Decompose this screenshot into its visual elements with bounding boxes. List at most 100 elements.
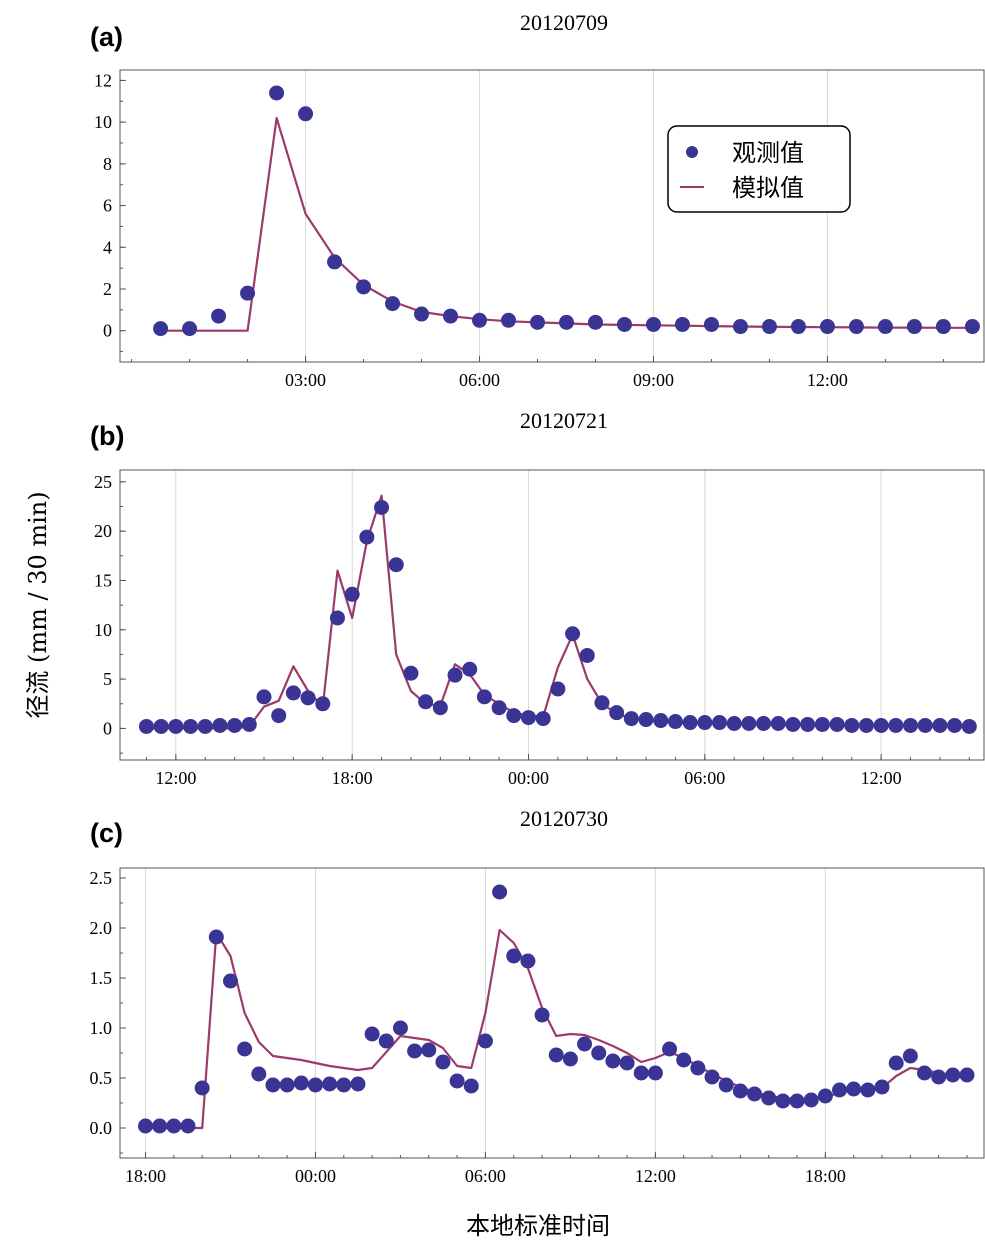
legend-observed-marker [686,146,698,158]
observed-point [817,1088,833,1104]
legend-simulated-label: 模拟值 [732,174,804,202]
observed-point [690,1060,706,1076]
y-tick-label: 4 [103,237,112,257]
x-tick-label: 12:00 [155,768,196,788]
observed-point [732,319,748,335]
observed-point [676,1052,692,1068]
observed-point [344,586,360,602]
observed-point [315,696,331,712]
x-tick-label: 00:00 [508,768,549,788]
y-tick-label: 6 [103,196,112,216]
y-tick-label: 10 [94,112,112,132]
observed-point [269,85,285,101]
legend-observed-label: 观测值 [732,139,804,167]
observed-point [138,718,154,734]
y-tick-label: 1.5 [90,968,113,988]
panel-letter: (b) [90,421,124,451]
observed-point [770,716,786,732]
observed-point [418,694,434,710]
observed-point [432,700,448,716]
observed-point [647,1065,663,1081]
observed-point [587,314,603,330]
observed-point [931,1069,947,1085]
plot-frame [119,69,985,363]
observed-point [271,708,287,724]
legend-box [667,125,851,213]
observed-point [359,529,375,545]
observed-point [800,716,816,732]
observed-point [874,1079,890,1095]
observed-point [682,715,698,731]
observed-point [182,321,198,337]
observed-point [180,1118,196,1134]
observed-point [550,681,566,697]
y-tick-label: 0.5 [90,1068,113,1088]
observed-point [350,1076,366,1092]
observed-point [251,1066,267,1082]
y-tick-label: 12 [94,70,112,90]
x-tick-label: 06:00 [684,768,725,788]
x-tick-label: 00:00 [295,1166,336,1186]
observed-point [858,717,874,733]
observed-point [293,1075,309,1091]
observed-point [935,319,951,335]
observed-point [653,713,669,729]
observed-point [520,953,536,969]
observed-point [153,321,169,337]
y-tick-label: 8 [103,154,112,174]
observed-point [403,665,419,681]
observed-point [848,319,864,335]
observed-point [819,319,835,335]
y-tick-label: 0.0 [90,1118,113,1138]
observed-point [501,312,517,328]
observed-point [506,948,522,964]
x-tick-label: 12:00 [861,768,902,788]
observed-point [761,1090,777,1106]
observed-point [322,1076,338,1092]
observed-point [741,716,757,732]
y-tick-label: 2 [103,279,112,299]
observed-point [619,1055,635,1071]
panel-letter: (c) [90,818,123,848]
observed-point [565,626,581,642]
observed-point [285,685,301,701]
observed-point [492,884,508,900]
observed-point [194,1080,210,1096]
observed-point [616,316,632,332]
observed-point [364,1026,380,1042]
observed-point [917,717,933,733]
observed-point [227,717,243,733]
observed-point [756,716,772,732]
observed-point [265,1077,281,1093]
y-tick-label: 25 [94,472,112,492]
observed-point [534,1007,550,1023]
observed-point [166,1118,182,1134]
observed-point [902,1048,918,1064]
observed-point [435,1054,451,1070]
observed-point [945,1067,961,1083]
observed-point [240,285,256,301]
observed-point [153,718,169,734]
observed-point [385,296,401,312]
observed-point [829,716,845,732]
observed-point [932,717,948,733]
x-tick-label: 12:00 [635,1166,676,1186]
observed-point [548,1047,564,1063]
observed-point [832,1082,848,1098]
observed-point [197,718,213,734]
observed-point [785,716,801,732]
observed-point [775,1093,791,1109]
observed-point [638,712,654,728]
observed-point [873,717,889,733]
observed-point [300,690,316,706]
observed-point [712,715,728,731]
observed-point [961,718,977,734]
observed-point [747,1086,763,1102]
observed-point [279,1077,295,1093]
observed-point [463,1078,479,1094]
observed-point [732,1083,748,1099]
observed-point [421,1042,437,1058]
observed-point [645,316,661,332]
observed-point [906,319,922,335]
